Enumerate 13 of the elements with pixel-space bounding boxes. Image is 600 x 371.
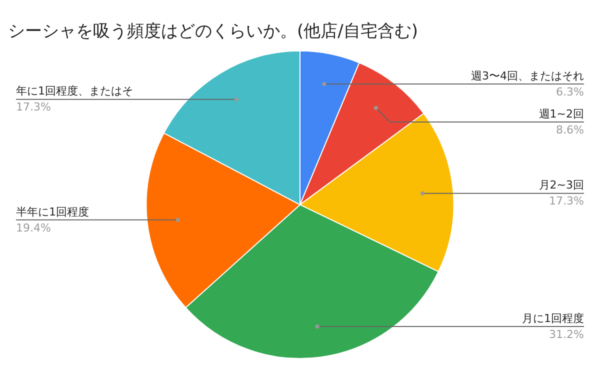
slice-label: 半年に1回程度 [16,205,89,218]
data-label: 19.4% [16,221,51,234]
chart-title: シーシャを吸う頻度はどのくらいか。(他店/自宅含む) [8,22,418,42]
slice-label: 年に1回程度、またはそ [16,84,133,98]
slice-label: 月に1回程度 [522,312,584,325]
data-label: 8.6% [556,123,584,136]
slice-label: 月2~3回 [538,178,584,192]
data-label: 6.3% [556,85,584,98]
data-label: 17.3% [16,100,51,114]
data-label: 31.2% [549,328,584,341]
slice-label: 週1~2回 [538,107,584,120]
data-label: 17.3% [549,194,584,208]
slice-label: 週3〜4回、またはそれ [471,69,584,82]
